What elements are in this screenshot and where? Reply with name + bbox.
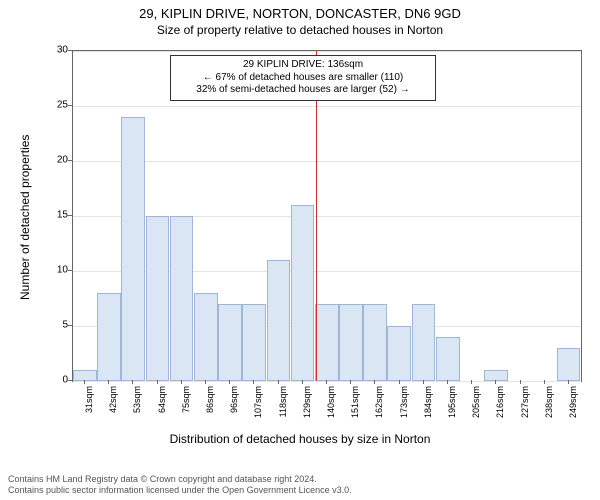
xtick-mark [84, 380, 85, 384]
bar [146, 216, 170, 381]
xtick-label: 249sqm [568, 386, 578, 426]
ytick-mark [68, 215, 72, 216]
xtick-mark [132, 380, 133, 384]
xtick-label: 184sqm [423, 386, 433, 426]
title-sub: Size of property relative to detached ho… [0, 21, 600, 37]
xtick-label: 173sqm [399, 386, 409, 426]
xtick-mark [495, 380, 496, 384]
ytick-label: 30 [57, 45, 68, 56]
bar [339, 304, 363, 381]
xtick-mark [326, 380, 327, 384]
annotation-box: 29 KIPLIN DRIVE: 136sqm ← 67% of detache… [170, 55, 436, 101]
footer-line-2: Contains public sector information licen… [8, 485, 352, 496]
bar [97, 293, 121, 381]
xtick-label: 64sqm [157, 386, 167, 426]
grid-line [73, 106, 581, 107]
xtick-label: 205sqm [471, 386, 481, 426]
ytick-mark [68, 105, 72, 106]
xtick-label: 96sqm [229, 386, 239, 426]
ytick-mark [68, 50, 72, 51]
xtick-label: 42sqm [108, 386, 118, 426]
ytick-label: 20 [57, 155, 68, 166]
bar [291, 205, 315, 381]
xtick-mark [350, 380, 351, 384]
chart-container: 29, KIPLIN DRIVE, NORTON, DONCASTER, DN6… [0, 0, 600, 500]
xtick-mark [253, 380, 254, 384]
xtick-mark [229, 380, 230, 384]
xtick-label: 118sqm [278, 386, 288, 426]
footer-line-1: Contains HM Land Registry data © Crown c… [8, 474, 352, 485]
xtick-label: 107sqm [253, 386, 263, 426]
xtick-label: 151sqm [350, 386, 360, 426]
footer: Contains HM Land Registry data © Crown c… [8, 474, 352, 496]
bar [218, 304, 242, 381]
xtick-label: 86sqm [205, 386, 215, 426]
xtick-label: 129sqm [302, 386, 312, 426]
bar [267, 260, 291, 381]
bar [436, 337, 460, 381]
bar [387, 326, 411, 381]
ytick-label: 10 [57, 265, 68, 276]
xtick-label: 31sqm [84, 386, 94, 426]
xtick-label: 140sqm [326, 386, 336, 426]
bar [170, 216, 194, 381]
xtick-mark [399, 380, 400, 384]
x-axis-label: Distribution of detached houses by size … [0, 432, 600, 446]
ytick-mark [68, 270, 72, 271]
xtick-label: 238sqm [544, 386, 554, 426]
ytick-mark [68, 325, 72, 326]
annotation-line-1: 29 KIPLIN DRIVE: 136sqm [177, 59, 429, 72]
annotation-line-3: 32% of semi-detached houses are larger (… [177, 84, 429, 97]
ytick-mark [68, 160, 72, 161]
xtick-mark [374, 380, 375, 384]
xtick-mark [157, 380, 158, 384]
reference-line [316, 51, 317, 381]
grid-line [73, 51, 581, 52]
xtick-mark [520, 380, 521, 384]
xtick-label: 75sqm [181, 386, 191, 426]
xtick-mark [471, 380, 472, 384]
xtick-label: 216sqm [495, 386, 505, 426]
xtick-label: 227sqm [520, 386, 530, 426]
xtick-mark [108, 380, 109, 384]
ytick-label: 25 [57, 100, 68, 111]
xtick-mark [423, 380, 424, 384]
grid-line [73, 381, 581, 382]
bar [121, 117, 145, 381]
bar [194, 293, 218, 381]
xtick-mark [302, 380, 303, 384]
bar [242, 304, 266, 381]
xtick-mark [278, 380, 279, 384]
grid-line [73, 161, 581, 162]
annotation-line-2: ← 67% of detached houses are smaller (11… [177, 72, 429, 85]
xtick-label: 162sqm [374, 386, 384, 426]
title-main: 29, KIPLIN DRIVE, NORTON, DONCASTER, DN6… [0, 0, 600, 21]
bar [315, 304, 339, 381]
ytick-mark [68, 380, 72, 381]
bar [557, 348, 581, 381]
xtick-label: 53sqm [132, 386, 142, 426]
xtick-label: 195sqm [447, 386, 457, 426]
xtick-mark [205, 380, 206, 384]
xtick-mark [181, 380, 182, 384]
bar [412, 304, 436, 381]
xtick-mark [447, 380, 448, 384]
xtick-mark [544, 380, 545, 384]
bar [363, 304, 387, 381]
ytick-label: 15 [57, 210, 68, 221]
xtick-mark [568, 380, 569, 384]
y-axis-label: Number of detached properties [18, 135, 32, 300]
